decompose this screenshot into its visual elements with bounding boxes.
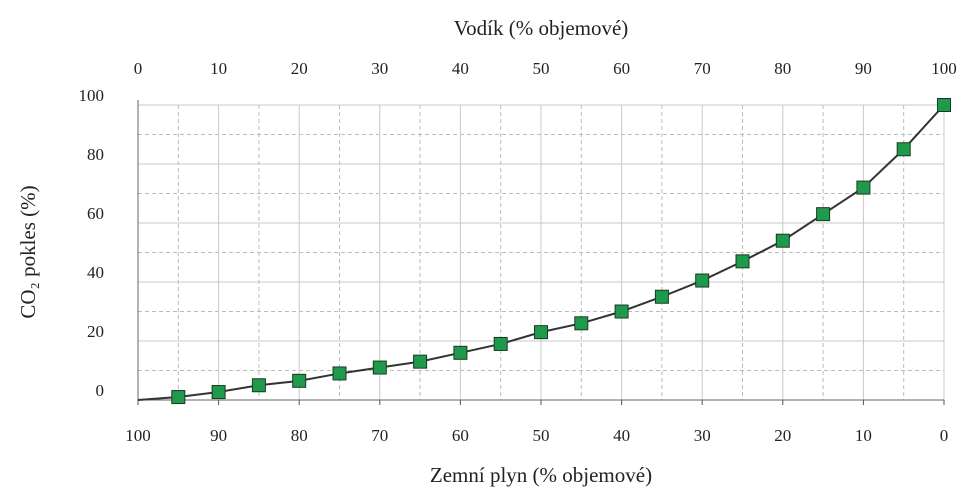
- y-tick-label: 80: [87, 145, 104, 164]
- top-tick-label: 50: [533, 59, 550, 78]
- marker: [695, 273, 710, 288]
- top-tick-label: 20: [291, 59, 308, 78]
- marker: [654, 289, 669, 304]
- marker: [171, 390, 186, 405]
- top-axis-title: Vodík (% objemové): [454, 16, 629, 40]
- top-tick-label: 0: [134, 59, 143, 78]
- bottom-tick-label: 10: [855, 426, 872, 445]
- bottom-tick-label: 50: [533, 426, 550, 445]
- top-tick-label: 60: [613, 59, 630, 78]
- y-tick-label: 60: [87, 204, 104, 223]
- marker: [413, 354, 428, 369]
- marker: [775, 233, 790, 248]
- top-tick-label: 90: [855, 59, 872, 78]
- top-tick-label: 40: [452, 59, 469, 78]
- bottom-tick-label: 30: [694, 426, 711, 445]
- marker: [574, 316, 589, 331]
- bottom-axis-title: Zemní plyn (% objemové): [430, 463, 652, 487]
- bottom-tick-label: 80: [291, 426, 308, 445]
- marker: [332, 366, 347, 381]
- marker: [816, 207, 831, 222]
- marker: [372, 360, 387, 375]
- top-tick-label: 10: [210, 59, 227, 78]
- bottom-tick-label: 40: [613, 426, 630, 445]
- marker: [453, 345, 468, 360]
- top-tick-label: 30: [371, 59, 388, 78]
- marker: [856, 180, 871, 195]
- marker: [534, 325, 548, 340]
- y-tick-label: 20: [87, 322, 104, 341]
- y-tick-label: 40: [87, 263, 104, 282]
- marker: [211, 385, 226, 400]
- bottom-tick-label: 70: [371, 426, 388, 445]
- top-tick-label: 80: [774, 59, 791, 78]
- top-tick-label: 100: [931, 59, 957, 78]
- marker: [735, 254, 750, 269]
- marker: [937, 98, 951, 112]
- bottom-tick-label: 20: [774, 426, 791, 445]
- bottom-tick-label: 0: [940, 426, 949, 445]
- marker: [896, 142, 911, 157]
- marker: [614, 304, 629, 319]
- y-tick-label: 100: [79, 86, 105, 105]
- marker: [493, 336, 508, 351]
- bottom-tick-label: 90: [210, 426, 227, 445]
- bottom-tick-label: 100: [125, 426, 151, 445]
- y-axis-title: CO₂ pokles (%): [16, 185, 40, 318]
- y-tick-label: 0: [96, 381, 105, 400]
- top-tick-label: 70: [694, 59, 711, 78]
- marker: [251, 378, 266, 393]
- bottom-tick-label: 60: [452, 426, 469, 445]
- marker: [292, 373, 307, 388]
